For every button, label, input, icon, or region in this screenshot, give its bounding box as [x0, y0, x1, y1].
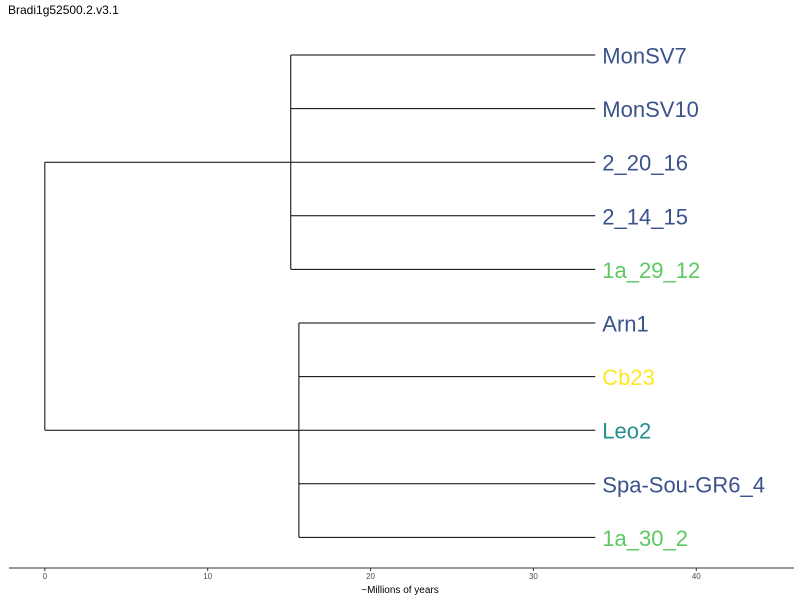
- tree-branches: [44, 54, 596, 538]
- tip-label: 2_20_16: [602, 151, 688, 176]
- tip-label: 1a_29_12: [602, 258, 700, 283]
- tip-label: 1a_30_2: [602, 526, 688, 551]
- x-tick-label: 40: [692, 572, 701, 581]
- tip-label: Cb23: [602, 365, 655, 390]
- tip-labels: MonSV7 MonSV10 2_20_16 2_14_15 1a_29_12 Arn1 C…: [602, 44, 765, 551]
- x-axis: ~Millions of years 0 10 20 30 40: [9, 567, 794, 596]
- x-tick-label: 10: [203, 572, 212, 581]
- x-tick-label: 20: [366, 572, 375, 581]
- tip-label: Arn1: [602, 312, 648, 337]
- tip-label: MonSV7: [602, 44, 686, 69]
- tip-label: 2_14_15: [602, 204, 688, 229]
- tip-label: Leo2: [602, 419, 651, 444]
- x-tick-label: 30: [529, 572, 538, 581]
- tip-label: Spa-Sou-GR6_4: [602, 472, 765, 497]
- x-tick-label: 0: [43, 572, 48, 581]
- tip-label: MonSV10: [602, 97, 699, 122]
- x-axis-title: ~Millions of years: [361, 585, 439, 596]
- chart-title: Bradi1g52500.2.v3.1: [8, 3, 119, 17]
